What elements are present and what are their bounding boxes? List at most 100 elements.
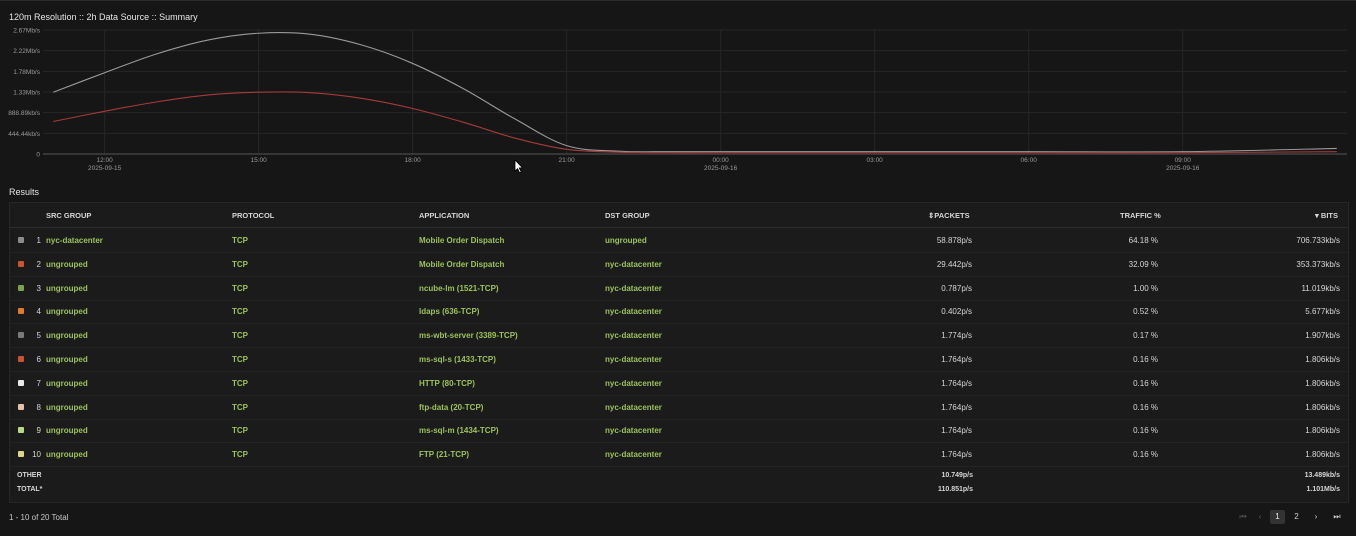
- page-1-button[interactable]: 1: [1270, 510, 1285, 524]
- dst-group-link[interactable]: nyc-datacenter: [605, 426, 662, 436]
- protocol-link[interactable]: TCP: [232, 331, 248, 341]
- bits-value: 1.806kb/s: [1305, 450, 1340, 460]
- table-row[interactable]: 8 ungrouped TCP ftp-data (20-TCP) nyc-datace…: [10, 395, 1348, 420]
- protocol-link[interactable]: TCP: [232, 426, 248, 436]
- table-row[interactable]: 5 ungrouped TCP ms-wbt-server (3389-TCP) nyc…: [10, 323, 1348, 349]
- application-link[interactable]: FTP (21-TCP): [419, 450, 470, 460]
- dst-group-link[interactable]: nyc-datacenter: [605, 402, 662, 412]
- col-bits[interactable]: ▾ BITS: [1315, 211, 1338, 220]
- protocol-link[interactable]: TCP: [232, 307, 248, 317]
- traffic-value: 1.00 %: [1133, 283, 1158, 293]
- traffic-value: 0.16 %: [1133, 355, 1158, 364]
- row-index: 9: [36, 426, 41, 436]
- dst-group-link[interactable]: nyc-datacenter: [605, 378, 662, 388]
- prev-page-icon[interactable]: ‹: [1258, 512, 1262, 521]
- table-row[interactable]: 1 nyc-datacenter TCP Mobile Order Dispatch u…: [10, 228, 1348, 253]
- src-group-link[interactable]: ungrouped: [46, 402, 88, 412]
- last-page-icon[interactable]: ⏭: [1333, 512, 1341, 521]
- col-traffic[interactable]: TRAFFIC %: [1120, 211, 1161, 220]
- protocol-link[interactable]: TCP: [232, 259, 248, 269]
- x-tick-label: 06:00: [1021, 157, 1038, 164]
- src-group-link[interactable]: ungrouped: [46, 283, 88, 293]
- packets-value: 1.764p/s: [941, 450, 972, 460]
- dst-group-link[interactable]: nyc-datacenter: [605, 259, 662, 269]
- series-line: [53, 91, 1337, 154]
- src-group-link[interactable]: ungrouped: [46, 331, 88, 341]
- row-index: 5: [36, 331, 41, 341]
- dst-group-link[interactable]: nyc-datacenter: [605, 307, 662, 317]
- application-link[interactable]: ldaps (636-TCP): [419, 307, 480, 317]
- application-link[interactable]: Mobile Order Dispatch: [419, 236, 505, 245]
- results-title: Results: [9, 187, 40, 197]
- traffic-value: 32.09 %: [1128, 259, 1158, 269]
- y-tick-label: 888.89kb/s: [8, 110, 41, 117]
- dst-group-link[interactable]: ungrouped: [605, 236, 647, 245]
- src-group-link[interactable]: ungrouped: [46, 378, 88, 388]
- dst-group-link[interactable]: nyc-datacenter: [605, 331, 662, 341]
- table-row[interactable]: 6 ungrouped TCP ms-sql-s (1433-TCP) nyc-data…: [10, 347, 1348, 372]
- application-link[interactable]: ncube-lm (1521-TCP): [419, 283, 499, 293]
- table-row[interactable]: 3 ungrouped TCP ncube-lm (1521-TCP) nyc-data…: [10, 276, 1348, 301]
- col-packets-label: PACKETS: [934, 211, 970, 220]
- src-group-link[interactable]: ungrouped: [46, 355, 88, 364]
- page-2-button[interactable]: 2: [1294, 512, 1299, 521]
- dst-group-link[interactable]: nyc-datacenter: [605, 450, 662, 460]
- x-tick-label: 21:00: [559, 157, 576, 164]
- packets-value: 0.402p/s: [941, 307, 972, 317]
- table-row[interactable]: 7 ungrouped TCP HTTP (80-TCP) nyc-datacenter…: [10, 371, 1348, 396]
- row-index: 6: [36, 355, 41, 364]
- packets-value: 1.764p/s: [941, 378, 972, 388]
- traffic-value: 0.17 %: [1133, 331, 1158, 341]
- first-page-icon[interactable]: ⏮: [1239, 512, 1247, 521]
- packets-value: 58.878p/s: [936, 236, 972, 245]
- application-link[interactable]: HTTP (80-TCP): [419, 378, 475, 388]
- table-row[interactable]: 10 ungrouped TCP FTP (21-TCP) nyc-datacenter…: [10, 442, 1348, 468]
- src-group-link[interactable]: ungrouped: [46, 450, 88, 460]
- y-tick-label: 2.67Mb/s: [13, 28, 40, 35]
- col-application[interactable]: APPLICATION: [419, 211, 470, 220]
- table-row[interactable]: 9 ungrouped TCP ms-sql-m (1434-TCP) nyc-data…: [10, 418, 1348, 444]
- col-dst-group[interactable]: DST GROUP: [605, 211, 650, 220]
- application-link[interactable]: ms-wbt-server (3389-TCP): [419, 331, 518, 341]
- packets-value: 1.774p/s: [941, 331, 972, 341]
- x-tick-date: 2025-09-15: [88, 165, 122, 172]
- src-group-link[interactable]: ungrouped: [46, 426, 88, 436]
- src-group-link[interactable]: ungrouped: [46, 259, 88, 269]
- packets-value: 1.764p/s: [941, 426, 972, 436]
- protocol-link[interactable]: TCP: [232, 378, 248, 388]
- series-color-swatch: [18, 308, 24, 315]
- table-row[interactable]: 2 ungrouped TCP Mobile Order Dispatch nyc-da…: [10, 252, 1348, 277]
- x-tick-label: 09:00: [1175, 157, 1192, 164]
- protocol-link[interactable]: TCP: [232, 355, 248, 364]
- protocol-link[interactable]: TCP: [232, 236, 248, 245]
- row-index: 7: [36, 378, 41, 388]
- bits-value: 1.806kb/s: [1305, 402, 1340, 412]
- application-link[interactable]: ms-sql-m (1434-TCP): [419, 426, 499, 436]
- col-protocol[interactable]: PROTOCOL: [232, 211, 275, 220]
- sort-desc-icon: ▾: [1315, 211, 1321, 220]
- next-page-icon[interactable]: ›: [1314, 512, 1318, 521]
- series-color-swatch: [18, 237, 24, 243]
- packets-value: 1.764p/s: [941, 355, 972, 364]
- col-packets[interactable]: ⇕PACKETS: [928, 211, 970, 220]
- application-link[interactable]: ms-sql-s (1433-TCP): [419, 355, 496, 364]
- traffic-value: 0.16 %: [1133, 402, 1158, 412]
- series-color-swatch: [18, 332, 24, 339]
- series-line: [53, 32, 1337, 153]
- src-group-link[interactable]: nyc-datacenter: [46, 236, 103, 245]
- bits-value: 1.806kb/s: [1305, 378, 1340, 388]
- application-link[interactable]: Mobile Order Dispatch: [419, 259, 505, 269]
- col-src-group[interactable]: SRC GROUP: [46, 211, 92, 220]
- table-row[interactable]: 4 ungrouped TCP ldaps (636-TCP) nyc-datacent…: [10, 299, 1348, 325]
- x-tick-label: 18:00: [404, 157, 421, 164]
- protocol-link[interactable]: TCP: [232, 402, 248, 412]
- protocol-link[interactable]: TCP: [232, 283, 248, 293]
- dst-group-link[interactable]: nyc-datacenter: [605, 355, 662, 364]
- dst-group-link[interactable]: nyc-datacenter: [605, 283, 662, 293]
- src-group-link[interactable]: ungrouped: [46, 307, 88, 317]
- x-tick-label: 00:00: [713, 157, 730, 164]
- protocol-link[interactable]: TCP: [232, 450, 248, 460]
- total-label: TOTAL*: [17, 486, 43, 493]
- col-bits-label: BITS: [1320, 211, 1338, 220]
- application-link[interactable]: ftp-data (20-TCP): [419, 402, 484, 412]
